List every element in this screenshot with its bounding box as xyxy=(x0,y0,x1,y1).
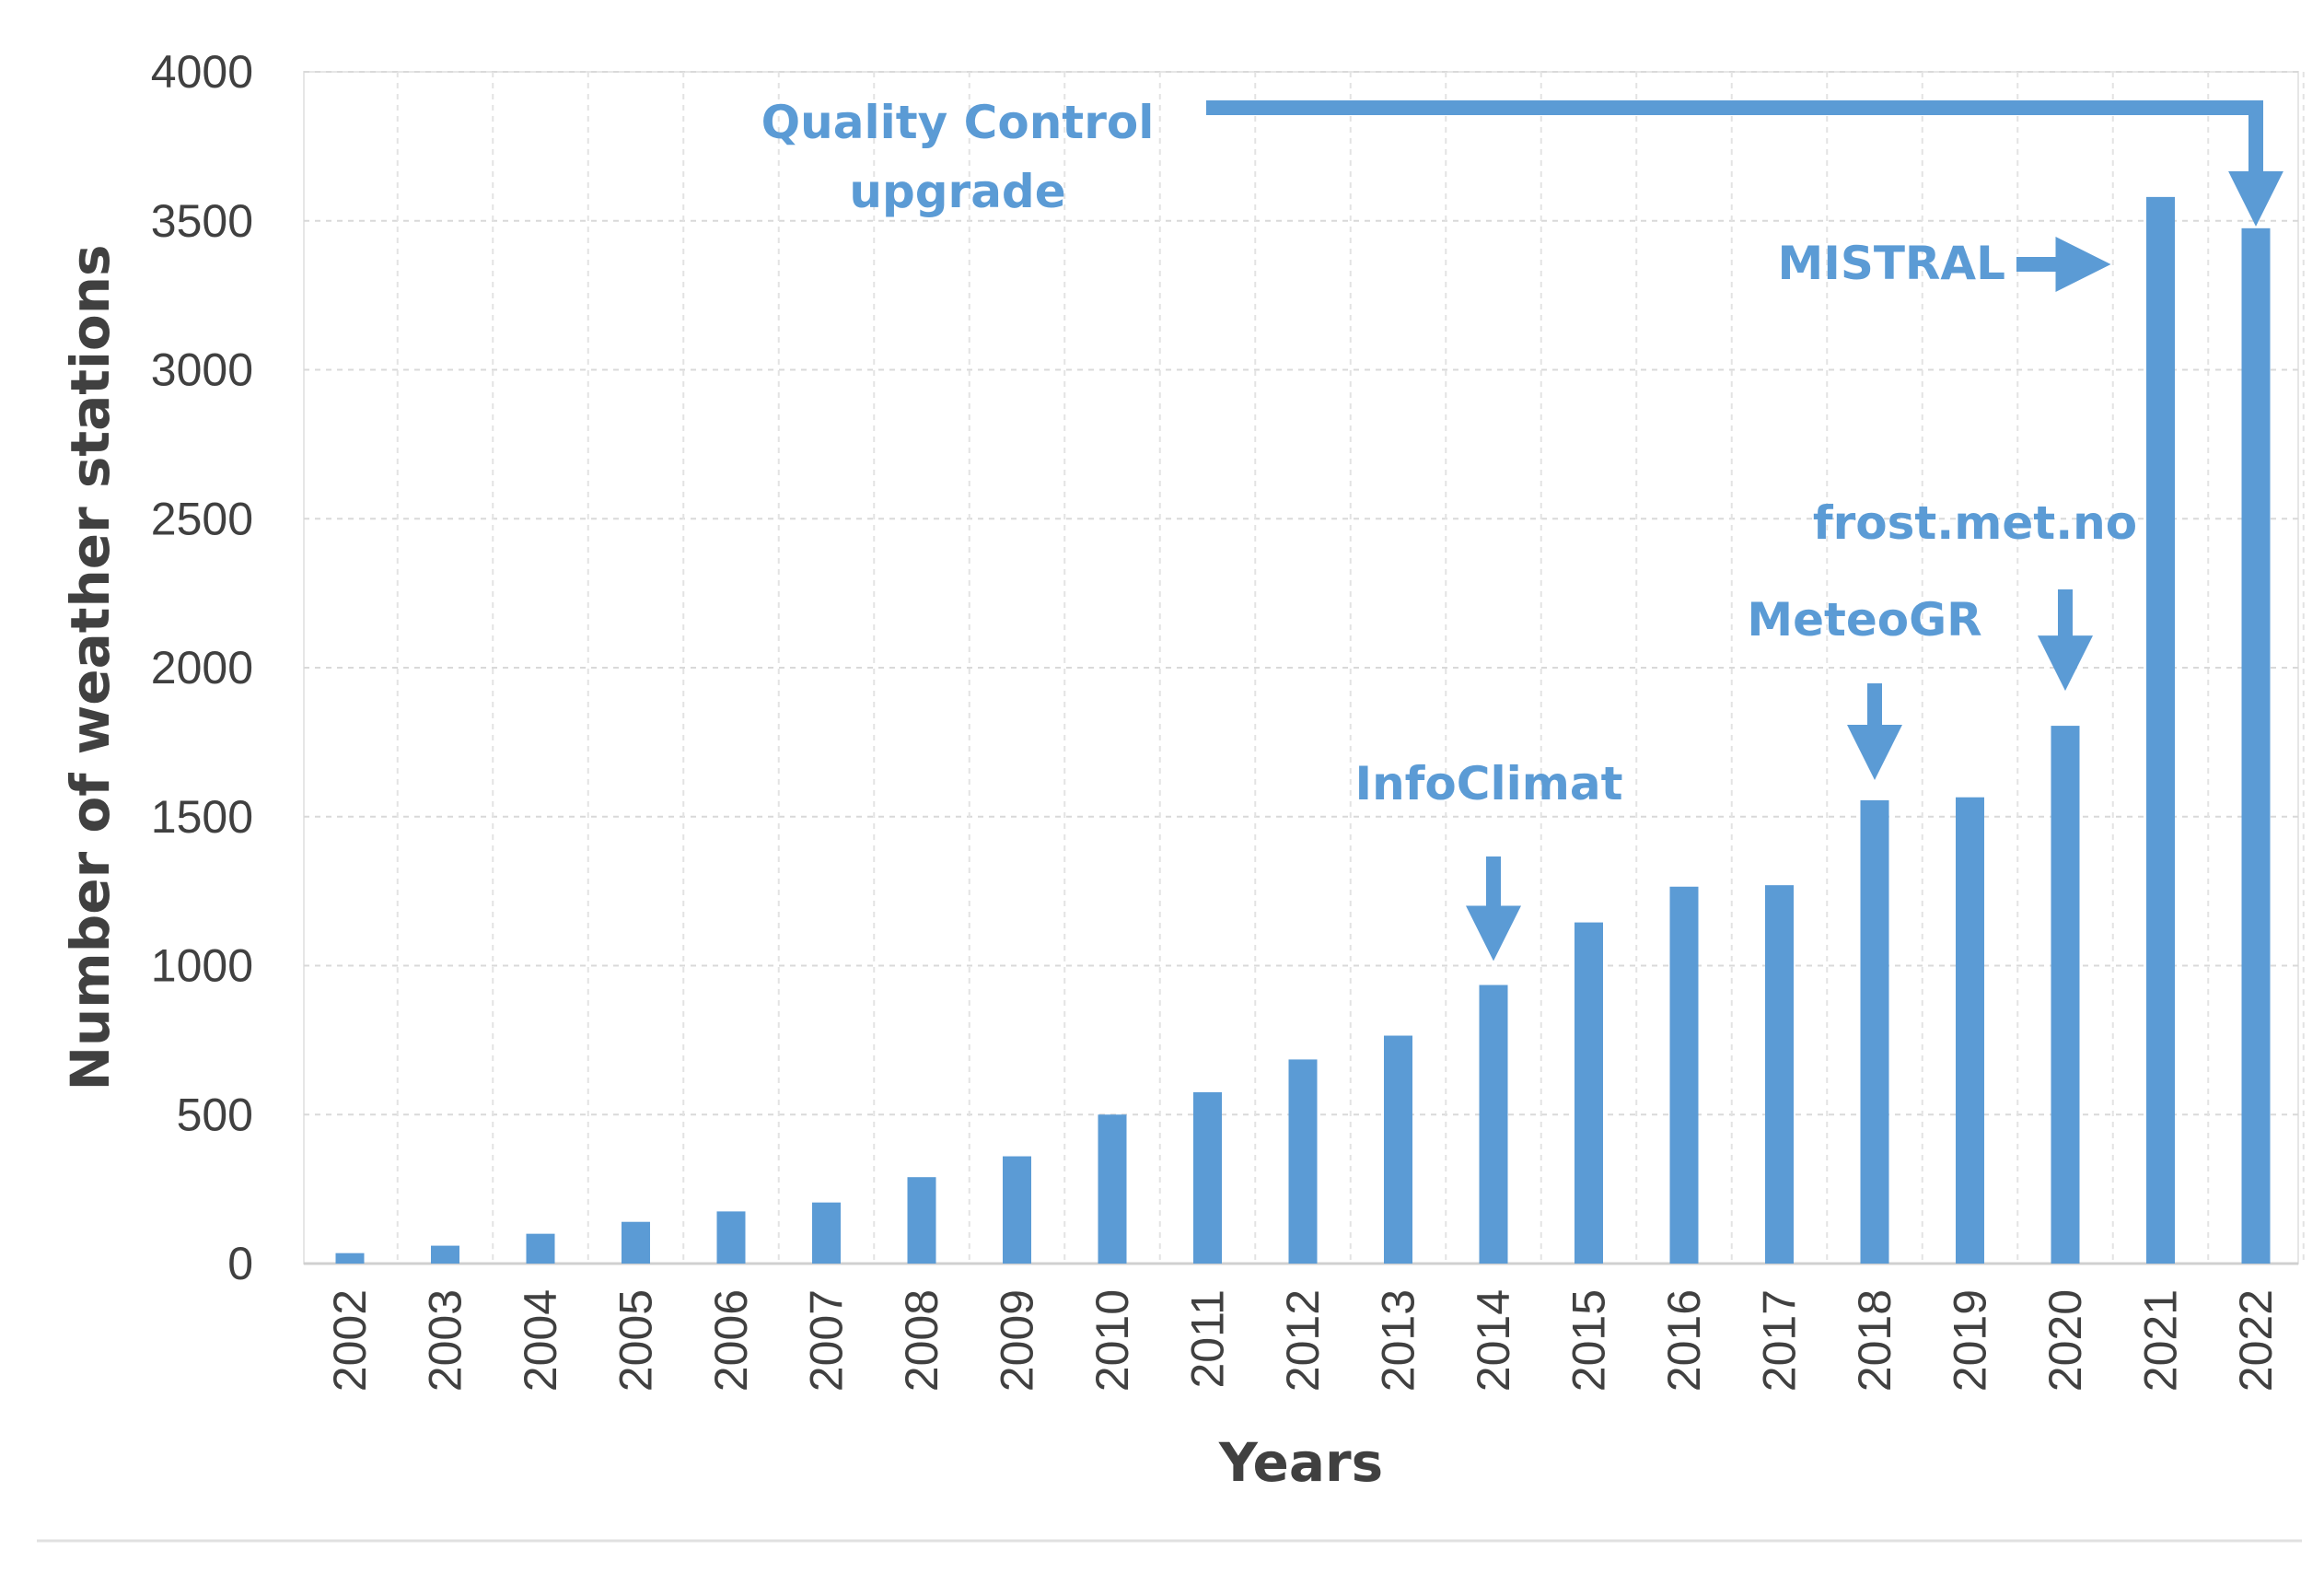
bar-2021 xyxy=(2146,196,2175,1264)
x-tick-label: 2008 xyxy=(896,1289,947,1392)
x-tick-label: 2012 xyxy=(1277,1289,1329,1392)
y-tick-label: 1500 xyxy=(151,791,253,843)
bar-2005 xyxy=(622,1221,650,1264)
x-tick-label: 2003 xyxy=(420,1289,471,1392)
bar-2017 xyxy=(1765,885,1794,1264)
annotation-quality-control: Quality Control xyxy=(761,96,1155,149)
x-tick-label: 2013 xyxy=(1373,1289,1424,1392)
x-tick-label: 2021 xyxy=(2135,1289,2187,1392)
annotation-frost-met-no: frost.met.no xyxy=(1813,496,2137,550)
bar-2015 xyxy=(1575,922,1603,1264)
bar-2004 xyxy=(526,1233,555,1264)
quality-control-arrow xyxy=(1206,100,2283,227)
bar-2022 xyxy=(2241,227,2271,1264)
x-tick-label: 2010 xyxy=(1086,1289,1138,1392)
bar-2008 xyxy=(907,1177,936,1264)
bar-2018 xyxy=(1860,799,1889,1264)
bars xyxy=(335,196,2271,1264)
x-tick-label: 2004 xyxy=(515,1289,566,1392)
annotation-mistral: MISTRAL xyxy=(1777,237,2005,290)
x-tick-label: 2006 xyxy=(705,1289,757,1392)
y-tick-label: 0 xyxy=(227,1238,253,1289)
bar-2009 xyxy=(1003,1156,1031,1264)
x-axis-title: Years xyxy=(1218,1431,1383,1494)
x-tick-label: 2022 xyxy=(2230,1289,2282,1392)
bar-2014 xyxy=(1479,985,1508,1264)
bar-2011 xyxy=(1193,1091,1222,1264)
bar-2019 xyxy=(1956,797,1984,1264)
y-axis-title: Number of weather stations xyxy=(59,244,122,1090)
x-tick-label: 2014 xyxy=(1468,1289,1519,1392)
x-tick-label: 2018 xyxy=(1849,1289,1900,1392)
y-tick-label: 2500 xyxy=(151,493,253,544)
x-tick-label: 2007 xyxy=(801,1289,853,1392)
x-tick-label: 2017 xyxy=(1754,1289,1806,1392)
x-tick-label: 2002 xyxy=(324,1289,376,1392)
bar-2020 xyxy=(2051,726,2080,1264)
annotation-quality-control: upgrade xyxy=(849,165,1065,218)
tick-labels: 0 500 1000 1500 2000 2500 3000 3500 4000 2002 2003… xyxy=(151,46,2282,1392)
y-tick-label: 1000 xyxy=(151,940,253,992)
x-tick-label: 2009 xyxy=(992,1289,1043,1392)
bar-2016 xyxy=(1669,886,1699,1264)
x-tick-label: 2019 xyxy=(1945,1289,1996,1392)
annotation-infoclimat: InfoClimat xyxy=(1354,757,1622,810)
x-tick-label: 2015 xyxy=(1563,1289,1615,1392)
x-tick-label: 2020 xyxy=(2039,1289,2091,1392)
x-tick-label: 2005 xyxy=(610,1289,662,1392)
annotation-meteogr: MeteoGR xyxy=(1747,593,1981,647)
y-tick-label: 4000 xyxy=(151,46,253,98)
bar-2013 xyxy=(1384,1035,1412,1264)
y-tick-label: 500 xyxy=(177,1089,253,1140)
y-tick-label: 2000 xyxy=(151,642,253,693)
annotations: Quality Control upgrade MISTRAL frost.met.n… xyxy=(761,96,2283,961)
y-tick-label: 3500 xyxy=(151,195,253,247)
bar-2007 xyxy=(812,1202,841,1264)
bar-2012 xyxy=(1288,1059,1318,1264)
x-tick-label: 2011 xyxy=(1182,1289,1234,1389)
bar-2002 xyxy=(335,1253,365,1264)
y-tick-label: 3000 xyxy=(151,344,253,396)
x-tick-label: 2016 xyxy=(1658,1289,1710,1392)
bar-2006 xyxy=(716,1211,746,1264)
bar-2003 xyxy=(431,1245,459,1264)
bar-2010 xyxy=(1098,1114,1127,1264)
